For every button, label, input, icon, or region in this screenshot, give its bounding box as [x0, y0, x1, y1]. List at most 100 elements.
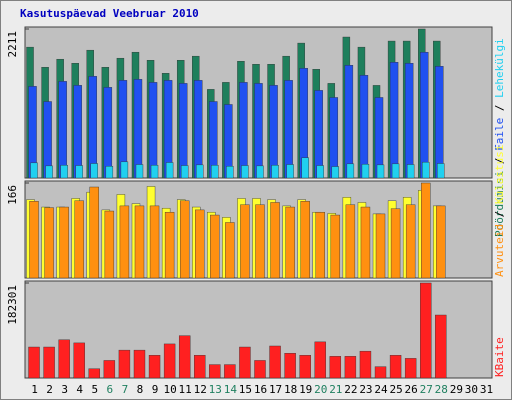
bar [389, 62, 399, 179]
bar [209, 364, 221, 379]
bar [314, 90, 323, 179]
legend-entry: Faile [493, 118, 506, 151]
x-tick-label: 1 [31, 383, 38, 396]
bar [211, 164, 219, 179]
bar [210, 214, 220, 279]
bar [315, 211, 325, 279]
bar [178, 83, 188, 179]
y-tick-label: 2211 [6, 31, 19, 58]
bar [74, 200, 84, 279]
bar [376, 164, 385, 179]
bar [391, 163, 400, 179]
bar [346, 163, 355, 179]
bar [58, 339, 70, 379]
bar [255, 204, 265, 279]
x-tick-label: 10 [163, 383, 176, 396]
x-tick-label: 23 [359, 383, 372, 396]
bar [241, 165, 249, 179]
legend: Pöördumisi / Faile / Lehekülgi [493, 38, 506, 237]
x-tick-label: 17 [269, 383, 282, 396]
bar [389, 355, 402, 379]
bar [284, 80, 293, 179]
bar [45, 165, 53, 179]
bar [120, 161, 129, 179]
bar [59, 206, 69, 279]
legend-separator: / [493, 204, 506, 224]
bar [73, 342, 85, 379]
legend-entry: Arvuteid [493, 224, 506, 277]
bar [345, 204, 356, 279]
x-tick-label: 6 [107, 383, 114, 396]
x-tick-label: 28 [435, 383, 448, 396]
legend: Arvuteid / Külastusi [493, 145, 506, 277]
legend-entry: Külastusi [493, 145, 506, 205]
legend-entry: Lehekülgi [493, 38, 506, 98]
x-tick-label: 29 [450, 383, 463, 396]
bar [29, 201, 39, 279]
bar [420, 51, 429, 179]
bar [316, 165, 324, 179]
x-tick-label: 27 [420, 383, 433, 396]
bar [436, 205, 446, 279]
bar [89, 186, 99, 279]
bar [421, 182, 431, 279]
bar [390, 208, 401, 279]
x-tick-label: 12 [194, 383, 207, 396]
bar [344, 65, 354, 179]
bar [284, 353, 296, 379]
bar [269, 85, 278, 179]
bar [58, 81, 67, 179]
x-tick-label: 9 [152, 383, 159, 396]
bar [239, 82, 248, 179]
x-tick-label: 21 [329, 383, 342, 396]
bar [239, 346, 251, 379]
bar [437, 163, 445, 179]
bar [375, 213, 386, 279]
bar [194, 80, 203, 179]
x-tick-label: 5 [91, 383, 98, 396]
bar [240, 204, 250, 279]
bar [359, 75, 369, 179]
x-tick-label: 8 [137, 383, 144, 396]
bar [134, 205, 145, 279]
bar [90, 163, 98, 179]
bar [133, 349, 146, 379]
bar [164, 211, 175, 279]
bar [254, 360, 266, 379]
x-tick-label: 31 [480, 383, 493, 396]
bar [286, 164, 294, 179]
bar [224, 364, 236, 379]
x-tick-label: 7 [122, 383, 129, 396]
bar [180, 165, 189, 179]
bar [254, 83, 263, 179]
bar [329, 356, 342, 379]
bar [269, 345, 281, 379]
x-tick-label: 3 [61, 383, 68, 396]
bar [43, 346, 55, 379]
x-tick-label: 24 [374, 383, 388, 396]
bar [148, 82, 158, 179]
bar [330, 214, 341, 279]
legend-entry: KBaite [493, 337, 506, 377]
legend-entry: Pöördumisi [493, 171, 506, 237]
bar [271, 164, 279, 179]
bar [88, 76, 97, 179]
bar [88, 368, 100, 379]
bar [301, 157, 309, 179]
bar [60, 164, 68, 179]
bar [195, 209, 205, 279]
x-tick-label: 30 [465, 383, 478, 396]
bar [344, 356, 357, 379]
bar [103, 87, 113, 179]
bar [148, 355, 161, 379]
bar [28, 346, 40, 379]
bar [196, 164, 204, 179]
bar [285, 206, 295, 279]
bar [73, 85, 82, 179]
bar [225, 222, 235, 279]
bar [119, 205, 130, 279]
x-tick-label: 15 [239, 383, 252, 396]
bar [105, 166, 114, 179]
x-tick-label: 22 [344, 383, 357, 396]
bar [331, 166, 340, 179]
